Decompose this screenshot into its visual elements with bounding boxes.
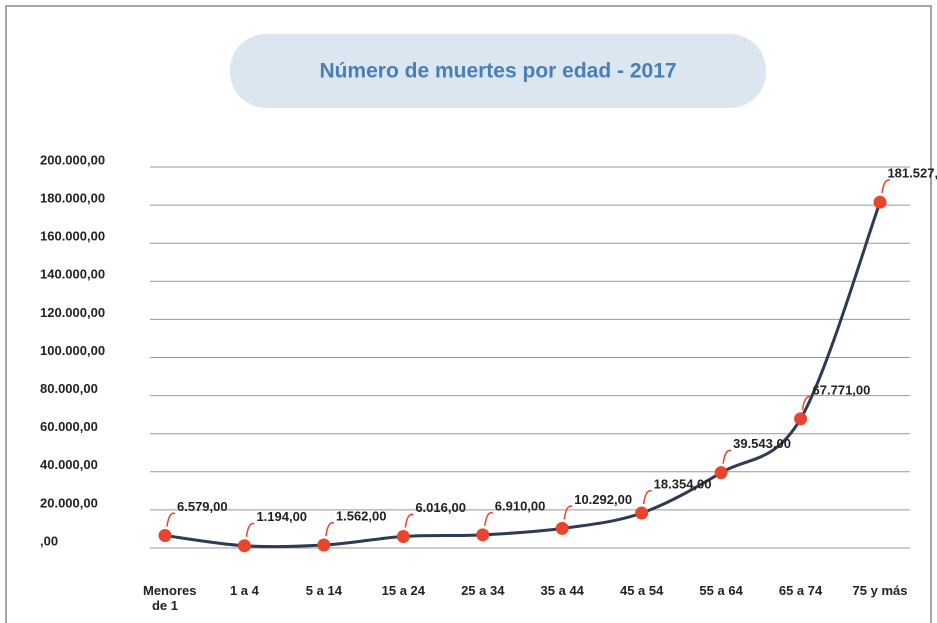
marker <box>237 539 251 553</box>
data-label: 6.910,00 <box>495 498 546 513</box>
marker <box>555 521 569 535</box>
data-label: 10.292,00 <box>574 492 632 507</box>
arrow <box>484 511 494 526</box>
y-tick-label: ,00 <box>40 533 58 548</box>
data-label: 39.543,00 <box>733 436 791 451</box>
x-tick-label: 35 a 44 <box>540 583 584 598</box>
data-label: 67.771,00 <box>813 382 871 397</box>
y-tick-label: 100.000,00 <box>40 343 105 358</box>
x-tick-label: 25 a 34 <box>461 583 505 598</box>
marker <box>873 195 887 209</box>
arrow <box>881 179 891 194</box>
arrow <box>642 490 652 505</box>
y-tick-label: 120.000,00 <box>40 305 105 320</box>
marker <box>714 466 728 480</box>
x-tick-label: 65 a 74 <box>778 583 823 598</box>
y-tick-label: 60.000,00 <box>40 419 98 434</box>
title-box <box>230 34 766 108</box>
marker <box>158 528 172 542</box>
line <box>164 201 882 549</box>
data-label: 1.562,00 <box>336 508 387 523</box>
y-tick-label: 160.000,00 <box>40 229 105 244</box>
x-tick-label: 55 a 64 <box>699 583 743 598</box>
data-label: 1.194,00 <box>256 509 307 524</box>
arrow <box>722 449 732 464</box>
x-tick-label: Menores de 1 <box>143 583 197 613</box>
marker <box>317 538 331 552</box>
marker <box>794 412 808 426</box>
marker <box>635 506 649 520</box>
y-tick-label: 80.000,00 <box>40 381 98 396</box>
arrow <box>245 522 255 537</box>
arrow <box>563 505 573 520</box>
data-label: 6.579,00 <box>177 499 228 514</box>
y-tick-label: 200.000,00 <box>40 152 105 167</box>
y-tick-label: 140.000,00 <box>40 267 105 282</box>
arrow <box>404 513 414 528</box>
x-tick-label: 75 y más <box>852 583 908 598</box>
y-tick-label: 180.000,00 <box>40 191 105 206</box>
x-tick-label: 1 a 4 <box>229 583 259 598</box>
marker <box>476 528 490 542</box>
arrow <box>801 395 811 410</box>
chart-title: Número de muertes por edad - 2017 <box>319 60 676 83</box>
arrow <box>166 512 176 527</box>
data-label: 6.016,00 <box>415 500 466 515</box>
x-tick-label: 5 a 14 <box>305 583 342 598</box>
y-tick-label: 20.000,00 <box>40 495 98 510</box>
data-label: 181.527,00 <box>887 166 937 181</box>
marker <box>396 530 410 544</box>
data-label: 18.354,00 <box>654 476 712 491</box>
x-tick-label: 15 a 24 <box>381 583 426 598</box>
x-tick-label: 45 a 54 <box>619 583 664 598</box>
y-tick-label: 40.000,00 <box>40 457 98 472</box>
arrow <box>325 522 335 537</box>
frame <box>5 5 932 623</box>
